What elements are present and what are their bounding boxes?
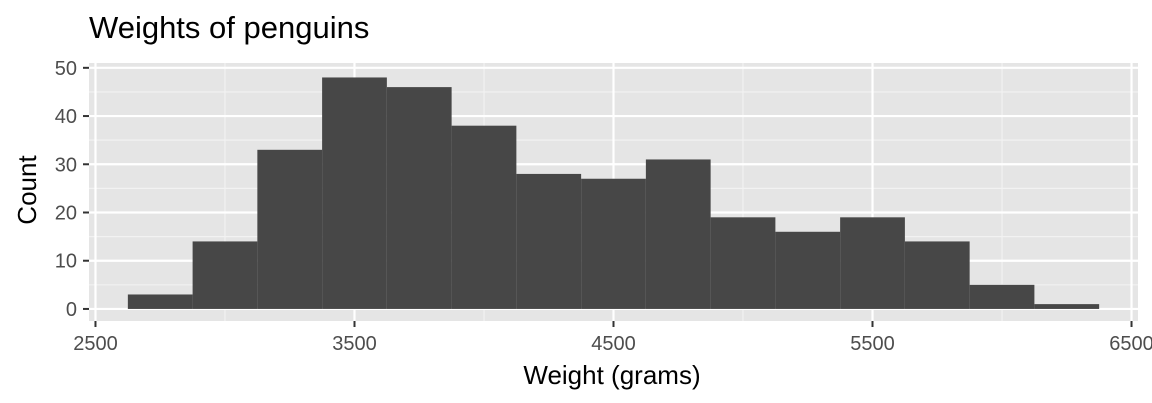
histogram-bar	[840, 217, 905, 309]
x-tick-label: 4500	[591, 333, 636, 355]
histogram-bar	[192, 241, 258, 309]
y-tick-label: 50	[55, 58, 77, 80]
histogram-bar	[322, 77, 387, 309]
x-tick-label: 6500	[1109, 333, 1152, 355]
histogram-bar	[516, 173, 582, 309]
y-tick-label: 20	[55, 202, 77, 224]
histogram-bar	[451, 125, 517, 309]
x-tick-label: 2500	[73, 333, 118, 355]
x-tick-label: 5500	[850, 333, 895, 355]
histogram-bar	[386, 87, 452, 309]
histogram-bar	[775, 231, 841, 309]
y-tick-label: 10	[55, 251, 77, 273]
x-axis-label: Weight (grams)	[523, 360, 700, 390]
y-tick-label: 0	[66, 299, 77, 321]
histogram-bar	[969, 284, 1035, 309]
histogram-bar	[904, 241, 970, 309]
histogram-bar	[645, 159, 711, 309]
y-axis-label: Count	[12, 155, 42, 225]
histogram-bars	[127, 77, 1100, 309]
x-axis: 2500 3500 4500 5500 6500	[73, 321, 1152, 355]
chart-title: Weights of penguins	[89, 10, 369, 45]
histogram-bar	[1034, 304, 1100, 309]
x-tick-label: 3500	[332, 333, 377, 355]
histogram-bar	[581, 178, 646, 309]
y-tick-label: 40	[55, 106, 77, 128]
histogram-bar	[127, 294, 193, 309]
y-axis: 0 10 20 30 40 50	[55, 58, 89, 321]
histogram-bar	[710, 217, 776, 309]
y-tick-label: 30	[55, 154, 77, 176]
histogram-bar	[257, 149, 323, 309]
